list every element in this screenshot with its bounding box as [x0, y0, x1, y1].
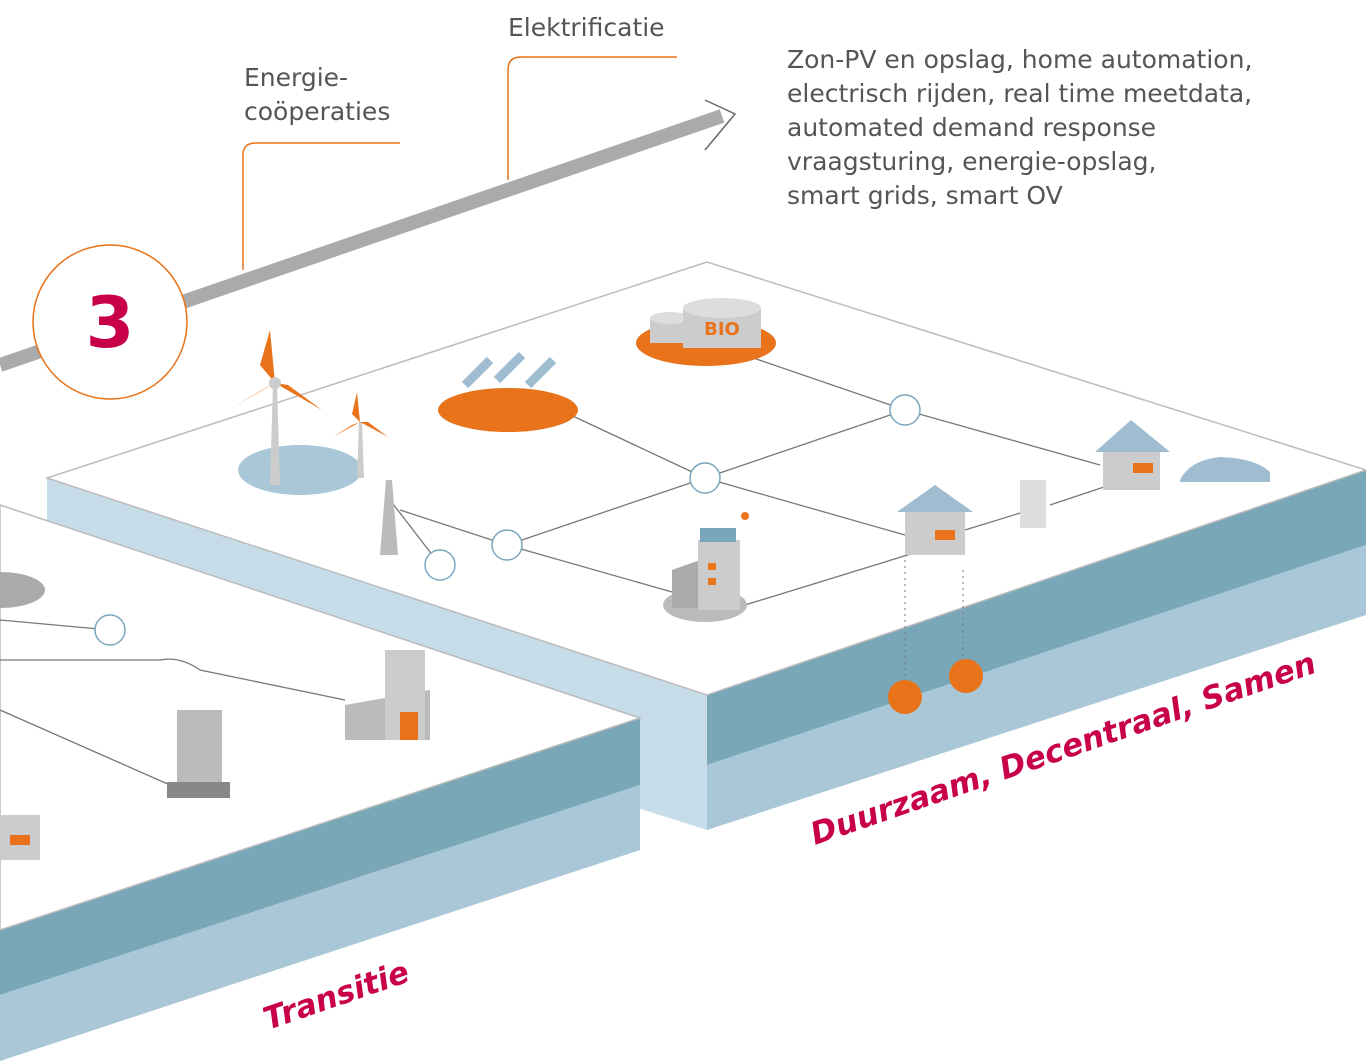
- text-line: vraagsturing, energie-opslag,: [787, 147, 1156, 176]
- text-line: smart grids, smart OV: [787, 181, 1063, 210]
- text-line: electrisch rijden, real time meetdata,: [787, 79, 1252, 108]
- text-line: automated demand response: [787, 113, 1156, 142]
- step-number: 3: [86, 282, 135, 364]
- label: coöperaties: [244, 97, 390, 126]
- description: Zon-PV en opslag, home automation, elect…: [787, 45, 1252, 210]
- illustration: 3 Elektrificatie Energie- coöperaties Zo…: [0, 0, 1366, 1061]
- label: Elektrificatie: [508, 13, 665, 42]
- text-line: Zon-PV en opslag, home automation,: [787, 45, 1252, 74]
- bio-label: BIO: [704, 319, 740, 340]
- label: Energie-: [244, 63, 348, 92]
